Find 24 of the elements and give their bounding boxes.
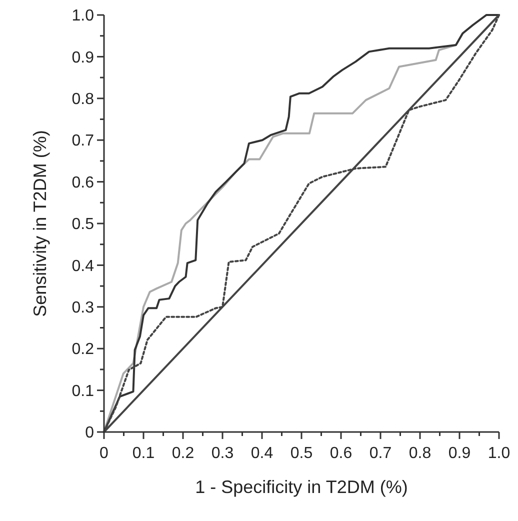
y-tick-label: 0.6 <box>72 174 94 192</box>
y-tick-label: 1.0 <box>72 8 94 25</box>
x-tick-label: 0.9 <box>448 445 471 462</box>
y-tick-label: 0.5 <box>72 216 94 234</box>
x-axis-title: 1 - Specificity in T2DM (%) <box>195 477 408 497</box>
x-tick-label: 0.6 <box>330 445 352 462</box>
y-tick-label: 0.1 <box>72 382 94 400</box>
y-tick-label: 0.8 <box>72 91 94 108</box>
x-tick-label: 0.2 <box>172 445 194 462</box>
x-tick-label: 0.5 <box>290 445 313 462</box>
x-tick-label: 0.4 <box>250 445 274 462</box>
y-tick-label: 0.4 <box>72 258 94 275</box>
x-tick-label: 1.0 <box>488 445 510 462</box>
x-tick-label: 0 <box>100 445 109 462</box>
y-tick-label: 0 <box>85 424 94 442</box>
x-tick-label: 0.8 <box>408 445 432 462</box>
y-tick-label: 0.2 <box>72 341 94 358</box>
y-axis-title: Sensitivity in T2DM (%) <box>30 130 50 317</box>
x-tick-label: 0.3 <box>211 445 234 462</box>
x-tick-label: 0.7 <box>369 445 392 462</box>
y-tick-label: 0.3 <box>72 300 94 316</box>
x-tick-label: 0.1 <box>132 445 155 462</box>
y-tick-label: 0.9 <box>72 49 94 66</box>
y-tick-label: 0.7 <box>72 132 94 150</box>
